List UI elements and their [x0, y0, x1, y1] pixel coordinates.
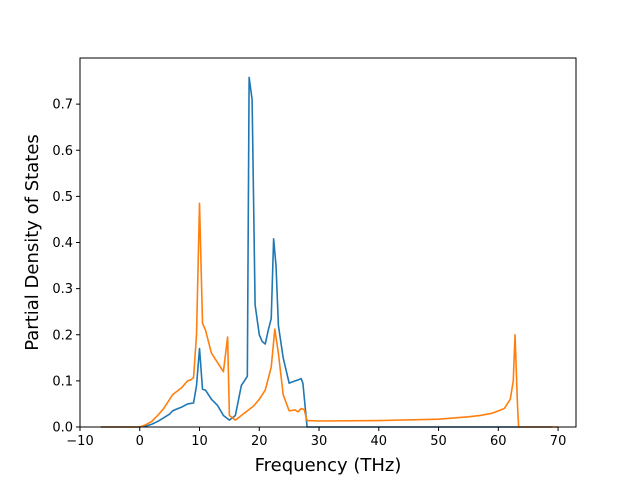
- x-tick-label: 0: [136, 434, 144, 449]
- x-tick-label: 20: [251, 434, 268, 449]
- y-axis-ticks: 0.0 0.1 0.2 0.3 0.4 0.5 0.6 0.7: [52, 98, 80, 436]
- x-tick-label: 40: [371, 434, 388, 449]
- x-tick-label: 10: [191, 434, 208, 449]
- y-tick-label: 0.4: [52, 236, 73, 251]
- y-tick-label: 0.7: [52, 98, 73, 113]
- y-tick-label: 0.0: [52, 421, 73, 436]
- y-tick-label: 0.3: [52, 282, 73, 297]
- x-axis-label: Frequency (THz): [255, 455, 402, 476]
- y-tick-label: 0.2: [52, 328, 73, 343]
- series-line-1: [100, 76, 553, 428]
- x-tick-label: 30: [311, 434, 328, 449]
- y-axis-label: Partial Density of States: [22, 134, 43, 351]
- x-tick-label: −10: [66, 434, 93, 449]
- x-tick-label: 70: [550, 434, 567, 449]
- x-axis-ticks: −10 0 10 20 30 40 50 60 70: [66, 427, 566, 449]
- series-line-2: [100, 202, 559, 428]
- series-layer: [100, 76, 559, 428]
- y-tick-label: 0.6: [52, 144, 73, 159]
- x-tick-label: 50: [430, 434, 447, 449]
- y-tick-label: 0.1: [52, 374, 73, 389]
- y-tick-label: 0.5: [52, 190, 73, 205]
- x-tick-label: 60: [490, 434, 507, 449]
